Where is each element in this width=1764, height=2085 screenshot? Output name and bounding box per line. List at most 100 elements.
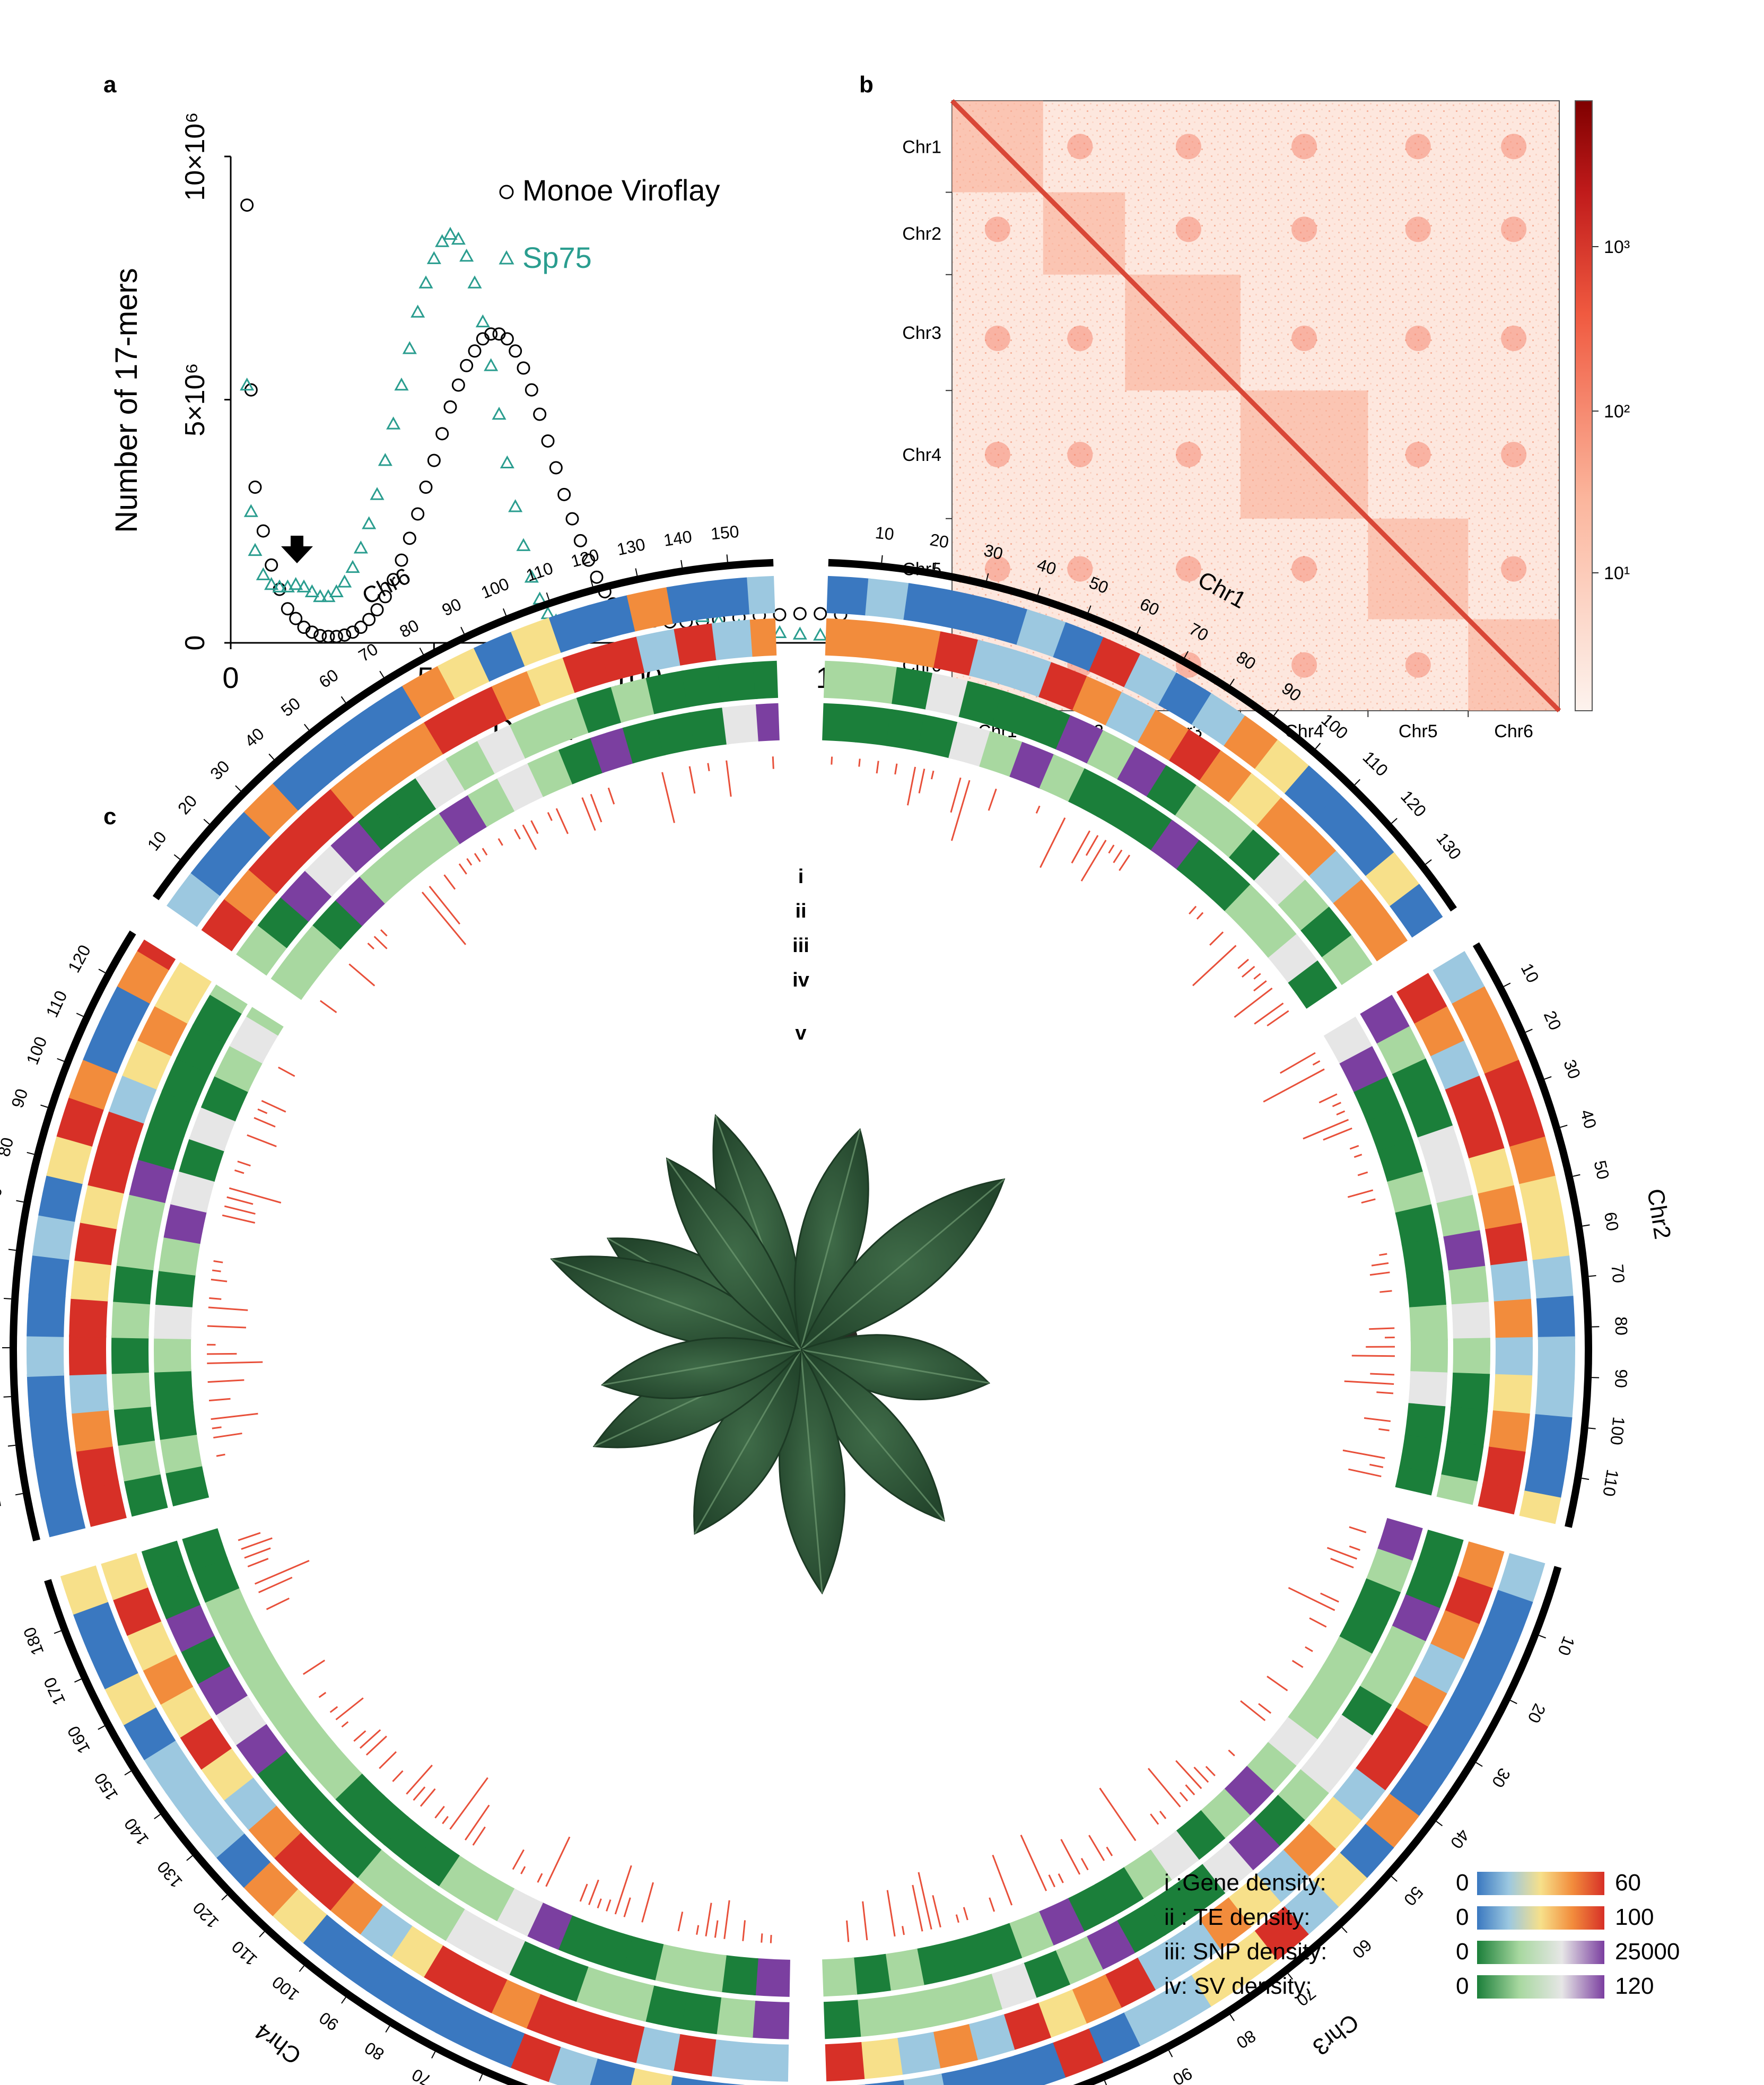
sp75-point — [646, 601, 661, 615]
gene-density-track-segment — [1050, 2028, 1104, 2079]
snp-density-track-segment — [215, 1694, 267, 1746]
gene-density-track-segment — [122, 1705, 176, 1760]
sv-density-track-segment — [1288, 960, 1338, 1009]
te-density-track-segment — [1169, 729, 1223, 782]
sv-track-bar — [1113, 849, 1123, 863]
sv-density-track-segment — [163, 1202, 207, 1244]
sv-track-bar — [367, 943, 374, 950]
position-tick-label: 170 — [40, 1674, 69, 1708]
sv-track-bar — [318, 1691, 327, 1698]
sv-track-bar — [207, 1379, 244, 1383]
monoe-viroflay-point — [582, 553, 596, 567]
col-label-chr5: Chr5 — [1399, 721, 1438, 741]
te-density-track-segment — [968, 639, 1018, 686]
interchromosomal-contact-spot — [1291, 556, 1317, 582]
monoe-viroflay-point — [484, 327, 498, 341]
te-density-track-segment — [1070, 1974, 1122, 2025]
sv-track-bar — [894, 763, 898, 775]
sv-track-bar — [1234, 987, 1273, 1018]
interchromosomal-contact-spot — [1291, 652, 1317, 678]
sv-density-track-segment — [655, 712, 697, 756]
monoe-viroflay-point — [403, 531, 416, 545]
interchromosomal-contact-spot — [984, 652, 1010, 678]
sv-track-bar — [222, 1214, 256, 1224]
position-tick-label: 110 — [42, 988, 71, 1020]
monoe-viroflay-point — [354, 621, 368, 634]
te-density-track-segment — [1396, 973, 1448, 1026]
sv-track-bar — [581, 797, 596, 831]
te-density-track-segment — [1485, 1223, 1528, 1268]
sv-density-track-segment — [192, 1556, 240, 1603]
sv-track-bar — [261, 1100, 286, 1113]
monoe-viroflay-point — [533, 407, 547, 421]
gene-density-track-segment — [1016, 609, 1069, 658]
position-tick — [1503, 982, 1511, 987]
position-tick-label: 130 — [1433, 829, 1465, 863]
sv-track-bar — [1237, 958, 1249, 970]
sv-density-track-segment — [1395, 1466, 1436, 1496]
position-tick — [478, 2074, 483, 2082]
position-tick — [221, 1894, 228, 1900]
sv-density-track-segment — [1395, 1204, 1439, 1246]
position-tick-label: 50 — [1590, 1158, 1613, 1181]
snp-density-track-segment — [643, 1985, 688, 2029]
snp-density-track-segment — [111, 1370, 151, 1410]
monoe-viroflay-point — [793, 607, 807, 621]
sv-track-bar — [420, 1788, 436, 1807]
position-tick-label: 70 — [355, 639, 381, 665]
panel-letter-a: a — [103, 72, 117, 98]
gene-density-track-segment — [508, 2032, 561, 2082]
sv-density-track-segment — [218, 1615, 268, 1664]
sv-density-track-segment — [1366, 1107, 1413, 1154]
sv-track-bar — [466, 858, 473, 866]
sv-track-bar — [607, 787, 615, 805]
panel-letter-c: c — [103, 804, 117, 830]
position-tick-label: 30 — [1560, 1057, 1584, 1081]
sv-track-bar — [474, 853, 481, 862]
sp75-point — [435, 234, 450, 247]
sv-density-track-segment — [886, 709, 927, 752]
te-density-track-segment — [1495, 1337, 1533, 1378]
sv-density-track-segment — [312, 898, 364, 950]
sv-density-track-segment — [311, 1748, 362, 1800]
sv-density-track-segment — [1245, 1742, 1297, 1793]
position-tick-label: 20 — [1524, 1700, 1550, 1726]
row-label-chr6: Chr6 — [902, 656, 941, 676]
sv-track-bar — [449, 1777, 488, 1830]
sv-track-bar — [1209, 931, 1224, 946]
sv-density-track-segment — [1339, 1046, 1389, 1094]
sv-density-track-segment — [160, 1433, 203, 1473]
position-tick — [1525, 1028, 1533, 1033]
sv-track-bar — [677, 1912, 684, 1932]
te-density-track-segment — [122, 1038, 172, 1090]
gene-density-track-segment — [189, 1801, 244, 1858]
te-density-track-segment — [360, 741, 415, 795]
y-tick-label: 0 — [180, 635, 211, 651]
te-density-track-segment — [74, 1220, 117, 1266]
interchromosomal-contact-spot — [1405, 325, 1431, 351]
snp-density-track-segment — [1436, 1194, 1481, 1239]
snp-density-track-segment — [329, 1825, 382, 1878]
position-tick-label: 60 — [316, 665, 342, 692]
sv-track-bar — [1179, 1792, 1189, 1802]
monoe-viroflay-point — [273, 582, 286, 596]
position-tick — [1273, 709, 1279, 716]
gene-density-track-segment — [901, 2073, 944, 2085]
snp-density-track-segment — [141, 1540, 188, 1586]
sv-track-bar — [1320, 1592, 1339, 1603]
sv-density-track-segment — [688, 707, 729, 749]
gene-density-track-segment — [668, 2075, 711, 2085]
snp-density-track-segment — [304, 844, 358, 897]
te-density-track-segment — [636, 629, 683, 673]
sv-track-bar — [379, 1751, 397, 1769]
te-density-track-segment — [861, 621, 905, 662]
monoe-viroflay-point — [460, 359, 474, 372]
sv-track-bar — [606, 1899, 612, 1912]
sv-track-bar — [1280, 1052, 1316, 1074]
leaf-midrib — [666, 1158, 802, 1350]
sv-track-bar — [207, 1361, 263, 1364]
snp-density-track-segment — [330, 820, 383, 873]
gene-density-track-segment — [862, 2080, 904, 2085]
chromosome-label-chr2: Chr2 — [1642, 1187, 1675, 1241]
heterozygosity-arrow-icon — [281, 536, 313, 563]
